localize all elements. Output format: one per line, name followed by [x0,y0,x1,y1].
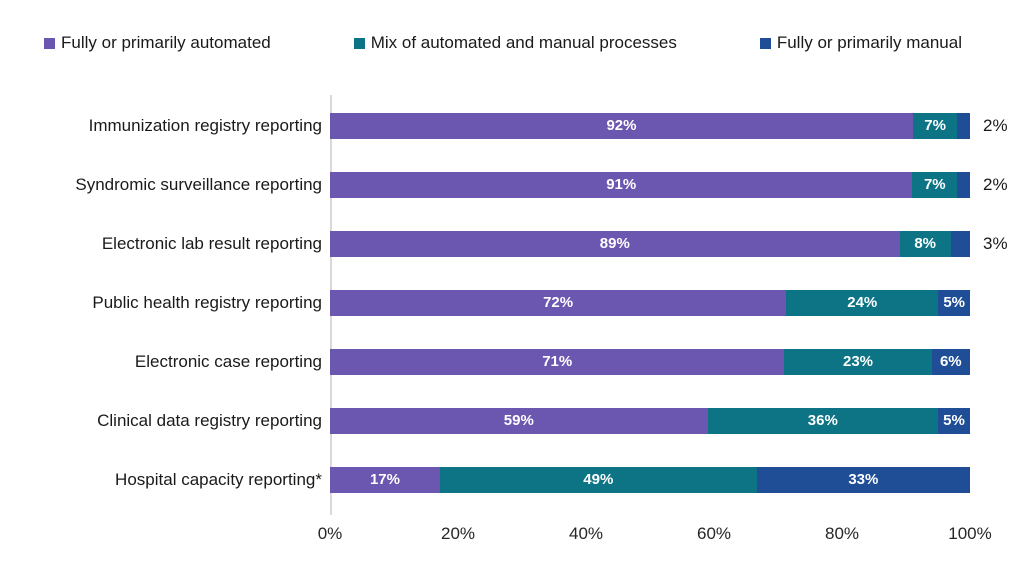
bar-track: 71% 23% 6% [330,348,971,375]
bar-value-label: 33% [848,471,879,488]
bar-value-label: 72% [543,294,574,311]
bar-value-label: 5% [943,294,965,311]
bar-value-label: 24% [847,294,878,311]
bar-value-label: 89% [599,235,630,252]
category-label: Electronic lab result reporting [101,233,322,253]
bar-value-label: 59% [503,412,534,429]
category-label: Immunization registry reporting [88,115,322,135]
legend-label: Fully or primarily manual [776,33,962,52]
bar-segment: 5% [938,289,970,316]
bar-track: 89% 8% [330,230,970,257]
bar-segment: 8% [899,230,951,257]
bar-segment: 49% [439,466,757,493]
legend-swatch-icon [353,37,365,49]
bar-segment: 72% [330,289,787,316]
bar-segment [957,112,970,139]
bar-track: 17% 49% 33% [330,466,970,493]
bar-segment: 17% [330,466,440,493]
bar-value-label: 92% [606,117,637,134]
chart-row: Immunization registry reporting 92% 7% 2% [0,96,1024,155]
legend-swatch-icon [44,37,55,49]
bar-track: 59% 36% 5% [330,407,970,434]
x-tick-label: 20% [440,524,476,543]
chart-row: Electronic lab result reporting 89% 8% 3% [0,214,1024,273]
x-tick-label: 40% [568,524,604,543]
bar-value-label: 7% [924,117,946,134]
bar-segment [957,171,970,198]
category-label: Clinical data registry reporting [97,410,322,430]
x-axis: 0% 20% 40% 60% 80% 100% [0,524,1024,546]
bar-value-label: 49% [583,471,614,488]
bar-segment: 92% [330,112,913,139]
legend-label: Mix of automated and manual processes [370,33,677,52]
bar-value-label: 8% [914,235,937,252]
bar-segment: 71% [330,348,785,375]
bar-rows: Immunization registry reporting 92% 7% 2% Sy… [0,96,1024,509]
bar-value-label: 91% [606,176,637,193]
bar-value-label: 5% [943,412,965,429]
x-tick-label: 0% [317,524,343,543]
bar-track: 91% 7% [330,171,970,198]
x-tick-label: 60% [696,524,732,543]
bar-segment: 24% [786,289,939,316]
bar-segment: 7% [912,171,958,198]
chart-legend: Fully or primarily automated Mix of autom… [44,33,962,53]
chart-row: Hospital capacity reporting* 17% 49% 33% [0,450,1024,509]
bar-value-label: 23% [842,353,874,370]
outside-value-label: 3% [983,233,1008,253]
legend-swatch-icon [759,37,771,49]
chart-row: Syndromic surveillance reporting 91% 7% 2% [0,155,1024,214]
bar-segment: 59% [330,407,708,434]
chart-row: Electronic case reporting 71% 23% 6% [0,332,1024,391]
bar-segment: 33% [756,466,970,493]
bar-track: 72% 24% 5% [330,289,970,316]
bar-segment: 23% [784,348,932,375]
outside-value-label: 2% [983,174,1008,194]
legend-item: Fully or primarily automated [44,33,271,53]
bar-track: 92% 7% [330,112,970,139]
chart-row: Public health registry reporting 72% 24% 5% [0,273,1024,332]
bar-value-label: 6% [939,353,962,370]
x-tick-label: 100% [948,524,992,543]
bar-segment: 7% [912,112,958,139]
bar-value-label: 7% [923,176,946,193]
legend-item: Fully or primarily manual [759,33,962,53]
bar-segment: 91% [330,171,913,198]
bar-value-label: 17% [369,471,400,488]
category-label: Hospital capacity reporting* [115,469,322,489]
bar-segment: 89% [330,230,900,257]
bar-segment: 5% [938,407,970,434]
bar-segment: 6% [931,348,971,375]
legend-item: Mix of automated and manual processes [353,33,677,53]
chart-row: Clinical data registry reporting 59% 36% 5% [0,391,1024,450]
bar-segment: 36% [707,407,938,434]
x-tick-label: 80% [824,524,860,543]
bar-value-label: 71% [542,353,573,370]
outside-value-label: 2% [983,115,1008,135]
bar-segment [950,230,970,257]
category-label: Public health registry reporting [92,292,322,312]
category-label: Electronic case reporting [134,351,322,371]
legend-label: Fully or primarily automated [61,33,271,52]
bar-value-label: 36% [807,412,838,429]
category-label: Syndromic surveillance reporting [75,174,322,194]
